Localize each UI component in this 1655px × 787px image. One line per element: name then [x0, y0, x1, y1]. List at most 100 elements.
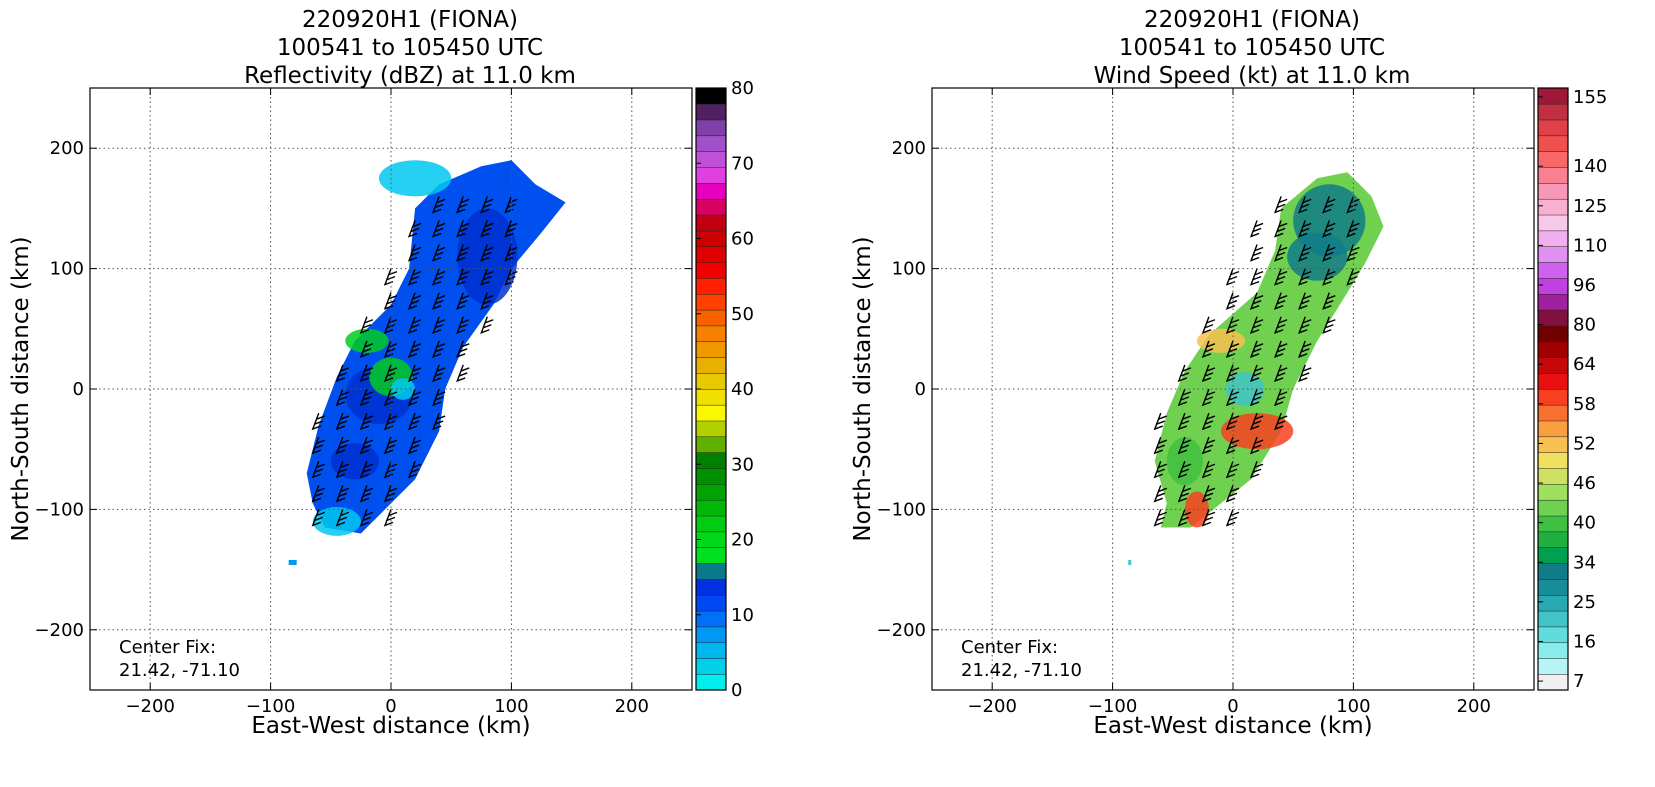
wind-barb — [383, 412, 398, 431]
colorbar-swatch — [695, 309, 727, 327]
wind-barb — [456, 220, 470, 238]
wind-barb — [1346, 244, 1360, 262]
wind-barb — [431, 292, 446, 310]
colorbar-swatch — [695, 610, 727, 628]
colorbar-tick-label: 140 — [1573, 156, 1607, 177]
wind-barb — [407, 412, 422, 431]
colorbar-swatch — [1537, 166, 1569, 184]
center-fix-annotation: 21.42, -71.10 — [119, 660, 240, 681]
wind-barb — [311, 509, 326, 527]
wind-barb — [359, 509, 374, 527]
colorbar-tick-label: 10 — [731, 605, 754, 626]
colorbar-tick-label: 80 — [731, 78, 754, 99]
wind-barb — [1273, 220, 1288, 238]
reflectivity-panel: 220920H1 (FIONA) 100541 to 105450 UTC Re… — [0, 0, 827, 787]
colorbar-swatch — [1537, 578, 1569, 596]
wind-barb — [1249, 388, 1264, 407]
colorbar-tick-label: 7 — [1573, 671, 1584, 692]
wind-barb — [431, 220, 446, 238]
colorbar-swatch — [1537, 594, 1569, 612]
colorbar-tick-label: 16 — [1573, 631, 1596, 652]
wind-barb — [383, 509, 398, 527]
colorbar: 0 10 20 30 40 50 60 70 80 — [695, 78, 754, 701]
grid-lines — [90, 88, 692, 690]
center-fix-annotation: 21.42, -71.10 — [961, 660, 1082, 681]
colorbar-swatch — [695, 420, 727, 438]
colorbar-swatch — [1537, 230, 1569, 247]
wind-barb — [1177, 388, 1192, 407]
wind-barb — [1322, 220, 1336, 238]
colorbar-swatch — [1537, 325, 1569, 343]
wind-speed-chart: −200 −100 0 100 200 200 100 0 −100 −200 East-West … — [850, 87, 1607, 739]
colorbar-swatch — [1537, 372, 1569, 390]
wind-barb — [1273, 196, 1288, 214]
colorbar-tick-label: 30 — [731, 454, 754, 475]
wind-barb — [1273, 316, 1288, 334]
y-tick-label: −100 — [877, 499, 926, 520]
colorbar-swatch — [1537, 452, 1569, 469]
wind-barb — [1273, 292, 1288, 310]
colorbar-tick-label: 96 — [1573, 275, 1596, 296]
y-axis-label: North-South distance (km) — [8, 236, 34, 541]
wind-barb — [504, 244, 518, 262]
colorbar-swatch — [1537, 262, 1569, 279]
colorbar-swatch — [1537, 531, 1569, 548]
colorbar-swatch — [695, 341, 727, 358]
colorbar-tick-label: 70 — [731, 153, 754, 174]
wind-barb — [1177, 460, 1192, 479]
colorbar-tick-label: 52 — [1573, 433, 1596, 454]
colorbar-tick-label: 125 — [1573, 196, 1607, 217]
colorbar-tick-label: 34 — [1573, 552, 1596, 573]
wind-barb — [431, 364, 446, 383]
colorbar-swatch — [695, 404, 727, 422]
x-axis-label: East-West distance (km) — [1093, 713, 1372, 739]
wind-barb — [1225, 316, 1240, 334]
echo-cell — [312, 506, 361, 536]
wind-barb — [335, 388, 350, 407]
colorbar-swatch — [695, 594, 727, 612]
wind-barb — [431, 244, 446, 262]
wind-barb — [480, 292, 494, 310]
title-line-1: 220920H1 (FIONA) — [1143, 7, 1361, 33]
wind-barb — [335, 460, 350, 479]
colorbar-swatch — [1537, 341, 1569, 358]
colorbar-swatch — [1537, 293, 1569, 311]
colorbar-swatch — [1537, 309, 1569, 327]
wind-barb — [407, 316, 422, 334]
wind-barb — [1225, 412, 1240, 431]
colorbar-frame — [1537, 87, 1569, 691]
wind-barbs — [311, 196, 518, 527]
wind-barb — [1249, 292, 1264, 310]
isolated-echo — [1128, 559, 1132, 565]
colorbar-swatch — [695, 515, 727, 533]
wind-barb — [1201, 460, 1216, 479]
colorbar-swatch — [1537, 87, 1569, 105]
wind-barb — [1273, 340, 1288, 359]
echo-cell — [390, 378, 416, 400]
wind-barb — [431, 340, 446, 359]
wind-barb — [480, 196, 494, 214]
colorbar-swatch — [695, 166, 727, 184]
y-tick-label: 200 — [892, 138, 926, 159]
wind-barb — [1322, 316, 1336, 334]
colorbar-swatch — [695, 87, 727, 105]
wind-barb — [480, 244, 494, 262]
wind-barb — [335, 436, 350, 455]
colorbar-swatch — [1537, 436, 1569, 453]
x-tick-label: 100 — [494, 696, 528, 717]
wind-barb — [359, 412, 374, 431]
wind-barb — [335, 412, 350, 431]
wind-barb — [359, 316, 374, 334]
colorbar-tick-label: 40 — [1573, 513, 1596, 534]
wind-barb — [383, 485, 398, 503]
echo-cell — [1166, 437, 1203, 486]
colorbar-swatch — [695, 452, 727, 469]
y-tick-label: 100 — [50, 259, 84, 280]
wind-barb — [480, 268, 494, 286]
grid-lines — [932, 88, 1534, 690]
wind-barb — [456, 364, 470, 383]
colorbar-swatch — [1537, 499, 1569, 517]
wind-barb — [407, 388, 422, 407]
wind-barb — [1273, 244, 1288, 262]
wind-barb — [383, 316, 398, 334]
